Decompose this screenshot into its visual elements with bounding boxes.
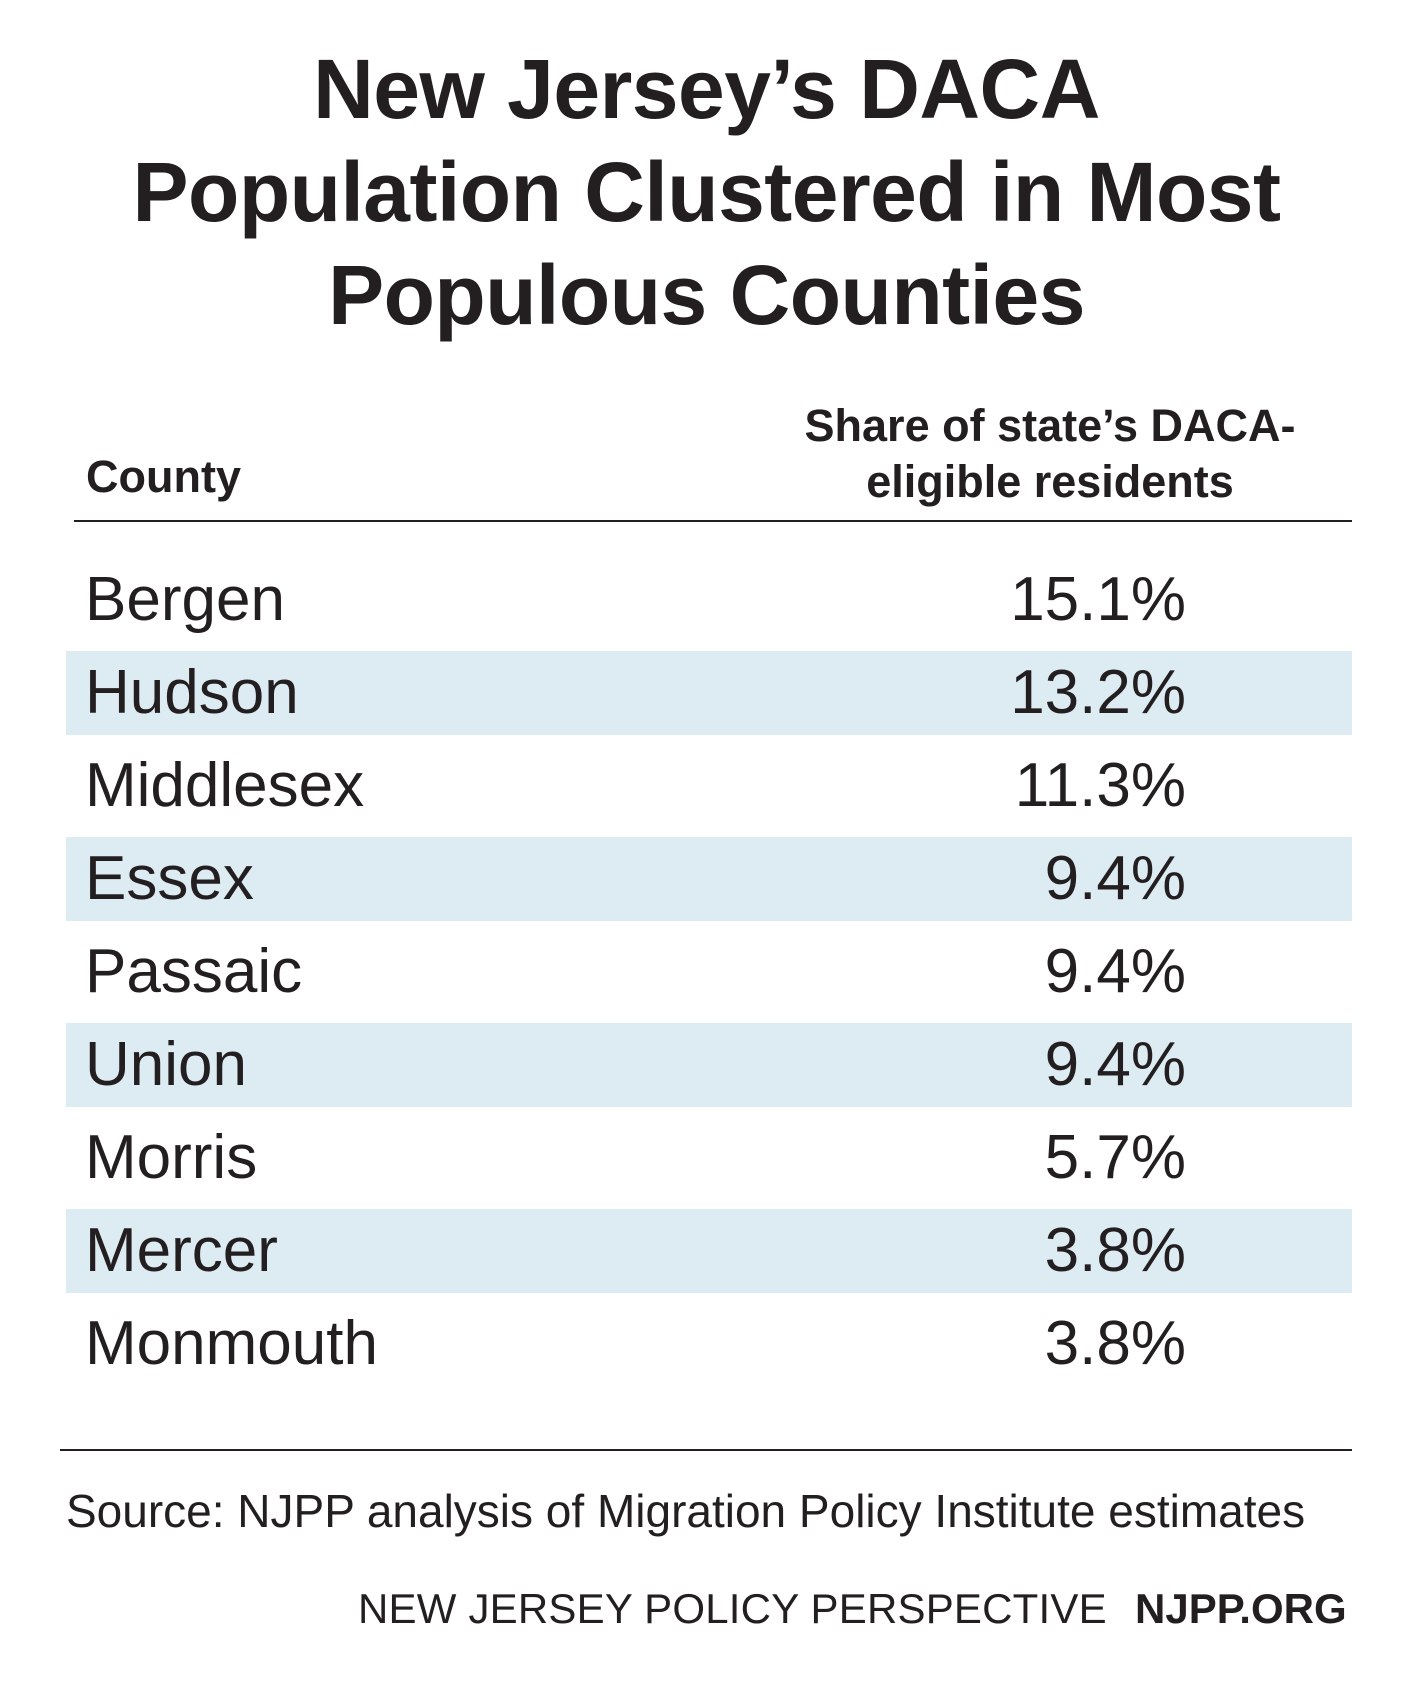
share-value-cell: 15.1% [1010,564,1186,634]
table-row: Hudson 13.2% [66,651,1352,735]
table-row: Passaic 9.4% [66,925,1352,1018]
county-cell: Middlesex [85,750,365,820]
county-cell: Union [85,1030,247,1099]
table-row: Bergen 15.1% [66,553,1352,646]
table-row: Essex 9.4% [66,837,1352,921]
footer-organization: NEW JERSEY POLICY PERSPECTIVE [358,1585,1107,1632]
table-row: Mercer 3.8% [66,1209,1352,1293]
county-cell: Hudson [85,658,299,727]
share-value-cell: 9.4% [1044,844,1186,913]
table-row: Monmouth 3.8% [66,1297,1352,1390]
table-bottom-divider [60,1449,1352,1451]
county-cell: Essex [85,844,254,913]
county-cell: Mercer [85,1216,278,1285]
table-row: Morris 5.7% [66,1111,1352,1204]
share-value-cell: 13.2% [1010,658,1186,727]
column-header-share-line-1: Share of state’s DACA- [804,400,1296,451]
county-cell: Morris [85,1122,258,1192]
title-line-2: Population Clustered in Most [132,145,1281,239]
county-cell: Monmouth [85,1308,378,1378]
chart-title: New Jersey’s DACA Population Clustered i… [0,38,1413,347]
share-value-cell: 3.8% [1044,1308,1186,1378]
share-value-cell: 9.4% [1044,1030,1186,1099]
source-note: Source: NJPP analysis of Migration Polic… [66,1485,1306,1537]
column-header-share: Share of state’s DACA- eligible resident… [730,398,1370,510]
footer-website: NJPP.ORG [1135,1585,1347,1632]
table-row: Middlesex 11.3% [66,739,1352,832]
share-value-cell: 3.8% [1044,1216,1186,1285]
share-value-cell: 9.4% [1044,936,1186,1006]
share-value-cell: 5.7% [1044,1122,1186,1192]
share-value-cell: 11.3% [1014,750,1186,820]
header-divider [74,520,1352,522]
county-cell: Bergen [85,564,285,634]
title-line-1: New Jersey’s DACA [313,42,1100,136]
column-header-county: County [86,451,241,502]
table-row: Union 9.4% [66,1023,1352,1107]
column-header-share-line-2: eligible residents [866,456,1234,507]
title-line-3: Populous Counties [328,248,1085,342]
county-cell: Passaic [85,936,303,1006]
